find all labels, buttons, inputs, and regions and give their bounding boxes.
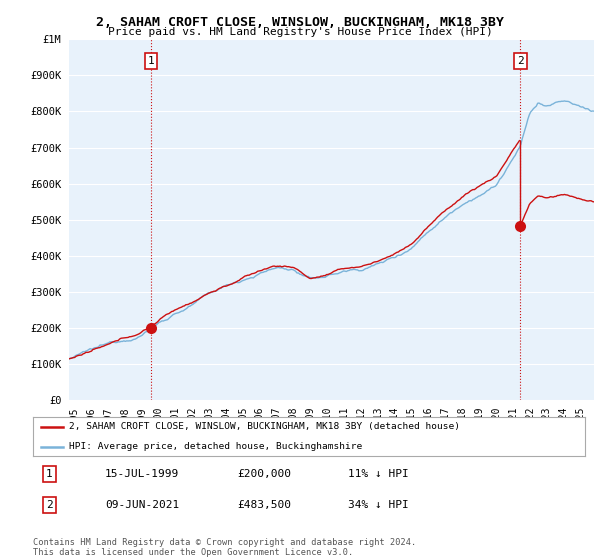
Text: 11% ↓ HPI: 11% ↓ HPI: [347, 469, 409, 479]
Text: 1: 1: [148, 56, 154, 66]
Text: 15-JUL-1999: 15-JUL-1999: [105, 469, 179, 479]
Text: 1: 1: [46, 469, 53, 479]
Text: 2: 2: [46, 500, 53, 510]
Text: 2, SAHAM CROFT CLOSE, WINSLOW, BUCKINGHAM, MK18 3BY: 2, SAHAM CROFT CLOSE, WINSLOW, BUCKINGHA…: [96, 16, 504, 29]
Text: 2, SAHAM CROFT CLOSE, WINSLOW, BUCKINGHAM, MK18 3BY (detached house): 2, SAHAM CROFT CLOSE, WINSLOW, BUCKINGHA…: [69, 422, 460, 432]
Text: Price paid vs. HM Land Registry's House Price Index (HPI): Price paid vs. HM Land Registry's House …: [107, 27, 493, 37]
Text: 34% ↓ HPI: 34% ↓ HPI: [347, 500, 409, 510]
Text: 2: 2: [517, 56, 524, 66]
Text: £200,000: £200,000: [237, 469, 291, 479]
Text: 09-JUN-2021: 09-JUN-2021: [105, 500, 179, 510]
Text: £483,500: £483,500: [237, 500, 291, 510]
Text: Contains HM Land Registry data © Crown copyright and database right 2024.
This d: Contains HM Land Registry data © Crown c…: [33, 538, 416, 557]
Text: HPI: Average price, detached house, Buckinghamshire: HPI: Average price, detached house, Buck…: [69, 442, 362, 451]
